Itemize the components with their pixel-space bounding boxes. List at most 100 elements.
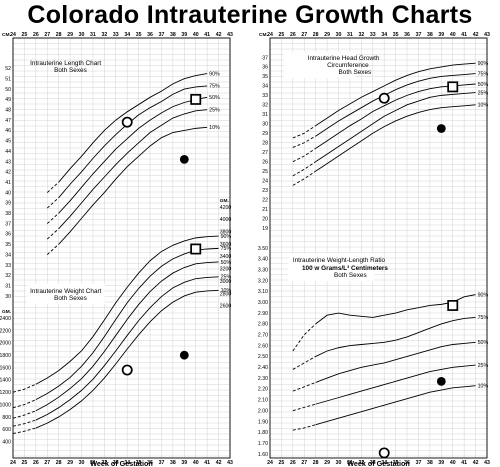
weight-chart: GM. 400 600 800 1000 1200 1400 1600 1800 2000 2200… (0, 198, 231, 446)
y-tick: 35 (5, 242, 11, 248)
x-tick-bottom: 38 (427, 460, 433, 466)
y-tick: 31 (5, 283, 11, 289)
y-tick: 2.60 (258, 343, 268, 349)
percentile-label: 10% (209, 125, 220, 131)
x-tick-bottom: 42 (216, 460, 222, 466)
panel-frame (12, 37, 231, 459)
x-tick-bottom: 39 (438, 460, 444, 466)
y-tick: 3.00 (258, 300, 268, 306)
percentile-label: 50% (478, 340, 489, 346)
y-tick-left: 2000 (0, 341, 11, 347)
x-tick-bottom: 40 (450, 460, 456, 466)
x-tick-bottom: 28 (56, 460, 62, 466)
y-tick: 20 (262, 216, 268, 222)
y-tick: 25 (262, 169, 268, 175)
y-tick: 32 (5, 273, 11, 279)
x-tick-top: 29 (67, 32, 73, 38)
series-group-3: 90% 75% 50% 25% 10% (292, 292, 489, 459)
x-tick-bottom: 26 (33, 460, 39, 466)
x-tick-bottom: 33 (113, 460, 119, 466)
series-line (315, 364, 476, 405)
y-tick: 36 (262, 65, 268, 71)
x-tick-bottom: 39 (181, 460, 187, 466)
y-unit-label: CM. (259, 32, 268, 38)
x-tick-top: 27 (301, 32, 307, 38)
percentile-label: 75% (478, 71, 489, 77)
y-tick: 29 (262, 131, 268, 137)
series-line-early (292, 424, 316, 431)
x-tick-bottom: 35 (136, 460, 142, 466)
y-tick: 2.10 (258, 398, 268, 404)
y-tick: 52 (5, 66, 11, 72)
x-tick-top: 38 (170, 32, 176, 38)
x-tick-bottom: 25 (279, 460, 285, 466)
series-line (315, 104, 476, 172)
y-unit-label: GM. (2, 309, 11, 315)
x-tick-bottom: 37 (159, 460, 165, 466)
x-tick-bottom: 38 (170, 460, 176, 466)
y-tick-left: 2200 (0, 328, 11, 334)
chart-title: Intrauterine Weight-Length Ratio (293, 257, 386, 264)
x-tick-top: 24 (10, 32, 16, 38)
title-bg (283, 52, 356, 78)
chart-subtitle: Both Sexes (54, 295, 87, 302)
panel-left: 24 24 25 25 26 26 27 27 28 28 29 29 30 30 31 31 32 32 33 33… (10, 32, 233, 467)
series-line (58, 73, 208, 183)
y-tick-left: 1600 (0, 365, 11, 371)
x-tick-bottom: 24 (10, 460, 16, 466)
x-axis-label: Week of Gestation (90, 459, 153, 467)
x-tick-top: 38 (427, 32, 433, 38)
x-tick-top: 37 (416, 32, 422, 38)
head-chart: CM. 19 20 21 22 23 24 25 26 27 28 29 30 31 32 33 34 35 36 3… (259, 32, 380, 232)
percentile-label: 10% (478, 103, 489, 109)
series-line-early (292, 382, 316, 392)
y-tick-right: 3800 (220, 230, 232, 236)
y-tick: 2.40 (258, 365, 268, 371)
x-tick-top: 37 (159, 32, 165, 38)
series-line-early (292, 135, 316, 148)
y-tick: 26 (262, 159, 268, 165)
series-line-early (46, 197, 59, 209)
y-tick: 38 (5, 211, 11, 217)
percentile-label: 25% (478, 363, 489, 369)
y-tick: 2.50 (258, 354, 268, 360)
panel-right: 24 24 25 25 26 26 27 27 28 28 29 29 30 30 31 31 32 32 33 33… (267, 32, 490, 467)
x-tick-top: 28 (56, 32, 62, 38)
y-tick: 2.20 (258, 387, 268, 393)
series-line (58, 85, 208, 198)
x-tick-top: 34 (381, 32, 387, 38)
x-tick-bottom: 29 (324, 460, 330, 466)
series-line (35, 235, 219, 385)
x-tick-top: 41 (204, 32, 210, 38)
y-tick: 51 (5, 76, 11, 82)
x-tick-top: 25 (22, 32, 28, 38)
open-square-marker (447, 300, 459, 311)
x-tick-top: 33 (370, 32, 376, 38)
series-line-early (12, 399, 37, 409)
x-tick-bottom: 43 (484, 460, 490, 466)
y-tick-left: 1800 (0, 353, 11, 359)
y-tick-left: 1400 (0, 378, 11, 384)
y-tick: 46 (5, 128, 11, 134)
title-bg (288, 253, 375, 281)
series-line (35, 247, 219, 401)
y-tick: 36 (5, 232, 11, 238)
x-tick-top: 42 (473, 32, 479, 38)
y-unit-label: CM. (2, 32, 11, 38)
series-group-0: 90% 75% 50% 25% 10% (46, 71, 220, 255)
x-tick-top: 32 (358, 32, 364, 38)
filled-circle-marker (179, 155, 189, 164)
x-tick-top: 29 (324, 32, 330, 38)
page-title: Colorado Intrauterine Growth Charts (27, 1, 473, 29)
y-tick: 30 (262, 122, 268, 128)
open-circle-marker (378, 92, 390, 104)
x-tick-top: 39 (438, 32, 444, 38)
series-line-early (12, 427, 36, 435)
x-tick-bottom: 28 (313, 460, 319, 466)
x-tick-top: 40 (450, 32, 456, 38)
y-tick: 3.40 (258, 257, 268, 263)
y-tick-left: 2400 (0, 316, 11, 322)
x-tick-bottom: 27 (301, 460, 307, 466)
series-line-early (292, 125, 316, 139)
